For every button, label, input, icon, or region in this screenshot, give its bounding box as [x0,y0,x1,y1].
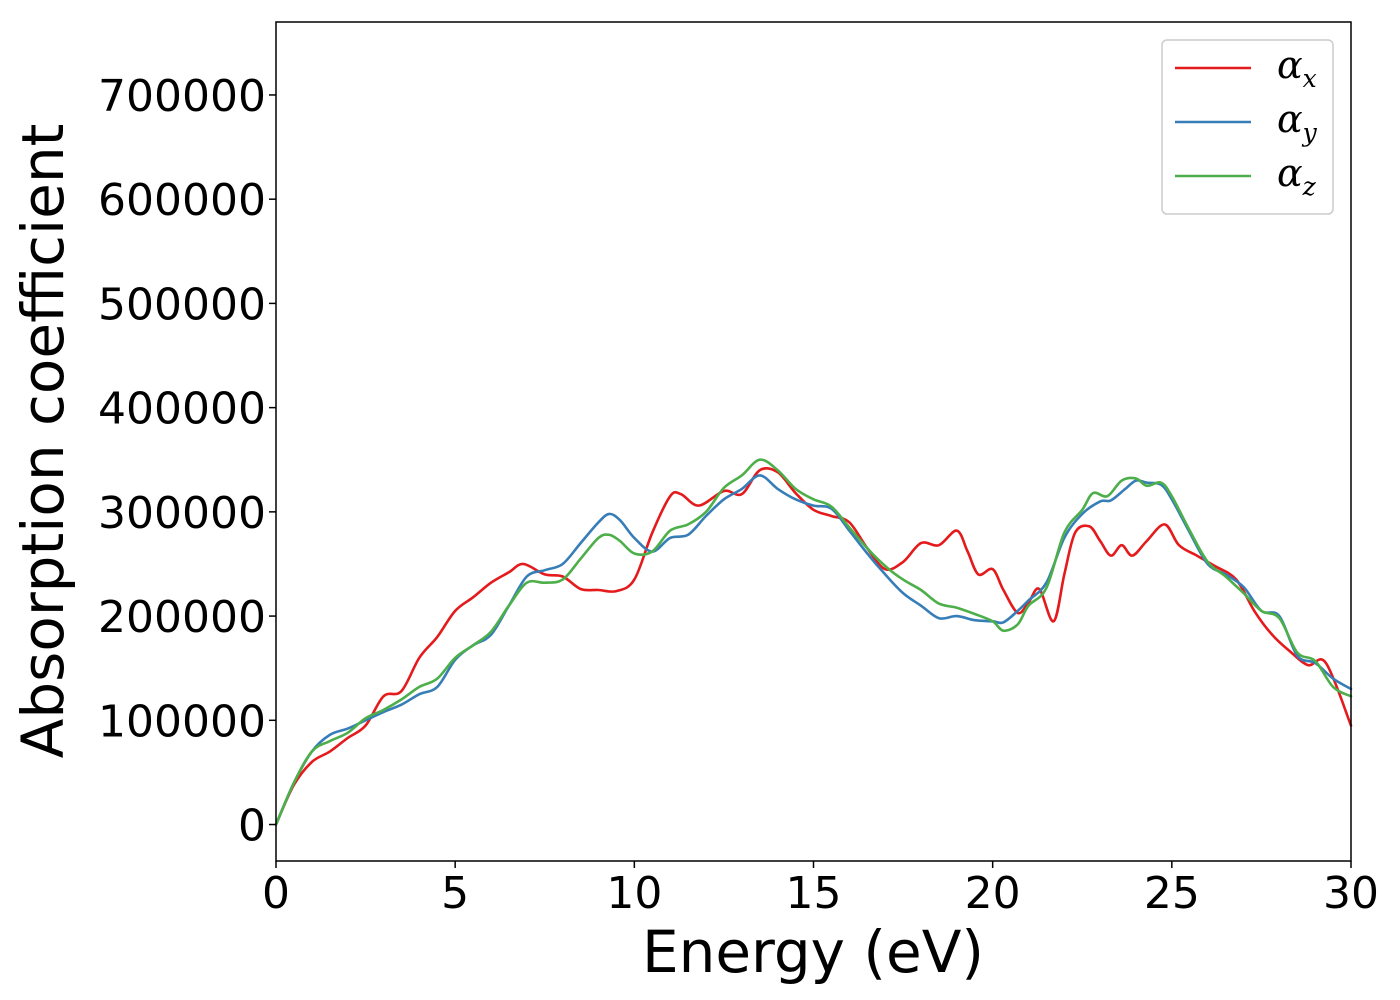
x-axis-label: Energy (eV) [642,918,984,986]
legend-box [1161,39,1334,215]
x-tick-label: 20 [965,868,1021,919]
series-layer [274,458,1353,826]
legend-label-subscript: x [1303,64,1317,93]
legend-label-subscript: z [1302,172,1317,201]
y-axis-label: Absorption coefficient [9,124,77,759]
legend-label-subscript: y [1302,118,1318,147]
y-axis: 0 100000 200000 300000 400000 500000 600000 700… [98,71,276,852]
x-tick-label: 10 [606,868,662,919]
x-axis: 0 5 10 15 20 25 30 [262,861,1379,919]
y-tick-label: 700000 [98,71,266,122]
x-tick-label: 5 [441,868,469,919]
y-tick-label: 200000 [98,592,266,643]
y-tick-label: 300000 [98,488,266,539]
legend-label-symbol: α [1277,97,1303,141]
series-line-z [274,458,1353,826]
y-tick-label: 100000 [98,696,266,747]
x-tick-label: 30 [1323,868,1379,919]
legend-label-x: αx [1277,43,1317,93]
x-tick-label: 15 [786,868,842,919]
legend-label-y: αy [1277,97,1318,147]
y-tick-label: 600000 [98,175,266,226]
y-tick-label: 0 [238,801,266,852]
series-line-x [274,466,1353,826]
legend-label-symbol: α [1277,151,1303,195]
y-tick-label: 500000 [98,279,266,330]
x-tick-label: 0 [262,868,290,919]
y-tick-label: 400000 [98,384,266,435]
legend-label-symbol: α [1277,43,1303,87]
legend-label-z: αz [1277,151,1317,201]
x-tick-label: 25 [1144,868,1200,919]
